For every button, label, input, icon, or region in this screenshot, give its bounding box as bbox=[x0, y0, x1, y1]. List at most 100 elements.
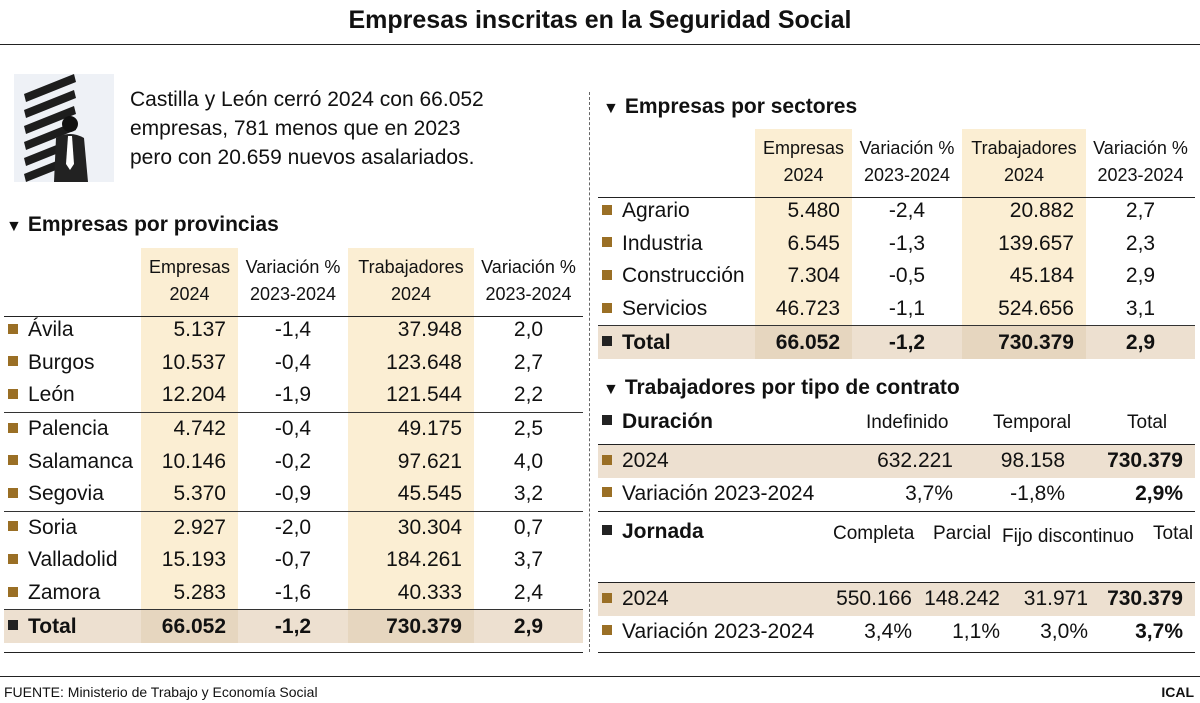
header-cell: Empresas 2024 bbox=[141, 248, 238, 314]
empresas-cell: 66.052 bbox=[755, 325, 852, 359]
row-label: Total bbox=[4, 609, 141, 643]
bullet-icon bbox=[8, 586, 18, 597]
trabajadores-cell: 45.545 bbox=[348, 477, 474, 512]
trabajadores-cell: 184.261 bbox=[348, 544, 474, 577]
triangle-down-icon: ▼ bbox=[603, 381, 619, 398]
trabajadores-cell: 37.948 bbox=[348, 314, 474, 347]
table-rule bbox=[598, 197, 1195, 198]
jornada-header: Jornada Completa Parcial Fijo discontinu… bbox=[598, 516, 1195, 578]
header-cell: Empresas 2024 bbox=[755, 129, 852, 195]
empresas-cell: 5.283 bbox=[141, 576, 238, 610]
header-cell: Variación % 2023-2024 bbox=[481, 257, 576, 304]
total-cell: 2,9% bbox=[1135, 481, 1183, 505]
empresas-cell: 66.052 bbox=[141, 609, 238, 643]
variacion-empresas-cell: -1,3 bbox=[888, 231, 926, 255]
total-cell: 730.379 bbox=[1077, 445, 1195, 478]
table-row: Segovia 5.370 -0,9 45.545 3,2 bbox=[4, 477, 583, 512]
bullet-icon bbox=[8, 553, 18, 564]
bullet-icon bbox=[602, 487, 612, 498]
table-row: Valladolid 15.193 -0,7 184.261 3,7 bbox=[4, 544, 583, 577]
variacion-trabajadores-cell: 4,0 bbox=[513, 449, 544, 473]
table-rule bbox=[598, 582, 1195, 583]
variacion-empresas-cell: -0,2 bbox=[274, 449, 312, 473]
bullet-icon bbox=[602, 625, 612, 636]
empresas-cell: 10.146 bbox=[141, 445, 238, 478]
variacion-empresas-cell: -0,7 bbox=[274, 548, 312, 572]
section-title-text: Empresas por provincias bbox=[27, 213, 279, 236]
row-label: Variación 2023-2024 bbox=[598, 478, 848, 511]
variacion-trabajadores-cell: 2,9 bbox=[1086, 325, 1195, 359]
header-cell: Variación % 2023-2024 bbox=[1093, 138, 1188, 185]
header-cell: Fijo discontinuo bbox=[1001, 526, 1135, 547]
total-row: Total 66.052 -1,2 730.379 2,9 bbox=[598, 325, 1195, 359]
provincias-table: Empresas 2024 Variación % 2023-2024 Trabaj… bbox=[4, 248, 583, 643]
bullet-icon bbox=[8, 521, 18, 532]
value-cell: 148.242 bbox=[924, 583, 1012, 616]
header-cell: Indefinido bbox=[866, 412, 949, 433]
variacion-empresas-cell: -1,2 bbox=[238, 609, 348, 643]
empresas-cell: 4.742 bbox=[141, 411, 238, 446]
row-label: Total bbox=[598, 325, 755, 359]
value-cell: 3,0% bbox=[1040, 619, 1088, 643]
header-cell: Temporal bbox=[993, 412, 1072, 433]
header-cell: Trabajadores 2024 bbox=[962, 129, 1086, 195]
row-label: León bbox=[4, 379, 141, 412]
variacion-empresas-cell: -1,6 bbox=[274, 581, 312, 605]
table-row: Variación 2023-2024 3,4% 1,1% 3,0% 3,7% bbox=[598, 616, 1195, 649]
variacion-empresas-cell: -1,9 bbox=[274, 383, 312, 407]
empresas-cell: 7.304 bbox=[755, 260, 852, 293]
variacion-trabajadores-cell: 2,7 bbox=[1125, 199, 1156, 223]
value-cell: 31.971 bbox=[1012, 583, 1100, 616]
header-cell: Variación % 2023-2024 bbox=[245, 257, 341, 304]
trabajadores-cell: 139.657 bbox=[962, 227, 1086, 261]
empresas-cell: 12.204 bbox=[141, 379, 238, 413]
variacion-trabajadores-cell: 0,7 bbox=[474, 510, 583, 545]
empresas-cell: 2.927 bbox=[141, 510, 238, 545]
empresas-cell: 5.137 bbox=[141, 314, 238, 347]
duracion-label: Duración bbox=[602, 410, 713, 434]
bullet-icon bbox=[602, 237, 612, 248]
row-label: Zamora bbox=[4, 577, 141, 610]
header-cell: Completa bbox=[833, 523, 915, 544]
trabajadores-cell: 20.882 bbox=[962, 195, 1086, 228]
duracion-header: Duración Indefinido Temporal Total bbox=[598, 407, 1195, 439]
duracion-table: 2024 632.221 98.158 730.379 Variación 2023-2… bbox=[598, 445, 1195, 510]
header-cell: Parcial bbox=[933, 523, 992, 544]
value-cell: 3,4% bbox=[864, 619, 912, 643]
trabajadores-cell: 730.379 bbox=[348, 609, 474, 643]
table-row: Zamora 5.283 -1,6 40.333 2,4 bbox=[4, 576, 583, 610]
table-rule bbox=[598, 652, 1195, 653]
total-row: Total 66.052 -1,2 730.379 2,9 bbox=[4, 609, 583, 643]
table-row: Construcción 7.304 -0,5 45.184 2,9 bbox=[598, 260, 1195, 293]
table-row: Agrario 5.480 -2,4 20.882 2,7 bbox=[598, 195, 1195, 228]
empresas-cell: 5.480 bbox=[755, 195, 852, 228]
empresas-cell: 46.723 bbox=[755, 292, 852, 326]
variacion-trabajadores-cell: 3,1 bbox=[1125, 297, 1156, 321]
bullet-icon bbox=[602, 592, 612, 603]
total-cell: 730.379 bbox=[1100, 583, 1195, 616]
variacion-empresas-cell: -0,4 bbox=[238, 411, 348, 446]
table-header: Empresas 2024 Variación % 2023-2024 Trabaj… bbox=[4, 248, 583, 314]
row-label: Segovia bbox=[4, 478, 141, 511]
variacion-trabajadores-cell: 3,7 bbox=[513, 548, 544, 572]
section-title-text: Trabajadores por tipo de contrato bbox=[624, 376, 960, 399]
trabajadores-cell: 49.175 bbox=[348, 411, 474, 446]
jornada-label: Jornada bbox=[602, 520, 704, 544]
section-title-provincias: ▼ Empresas por provincias bbox=[6, 213, 279, 237]
trabajadores-cell: 97.621 bbox=[348, 445, 474, 478]
page-title: Empresas inscritas en la Seguridad Socia… bbox=[348, 6, 852, 34]
variacion-empresas-cell: -1,2 bbox=[852, 325, 962, 359]
businessman-building-illustration bbox=[14, 74, 114, 182]
row-label: Burgos bbox=[4, 347, 141, 380]
table-row: León 12.204 -1,9 121.544 2,2 bbox=[4, 379, 583, 413]
variacion-trabajadores-cell: 2,3 bbox=[1125, 231, 1156, 255]
table-row: Burgos 10.537 -0,4 123.648 2,7 bbox=[4, 346, 583, 380]
trabajadores-cell: 730.379 bbox=[962, 325, 1086, 359]
bullet-icon bbox=[8, 487, 18, 498]
trabajadores-cell: 123.648 bbox=[348, 346, 474, 380]
variacion-empresas-cell: -0,4 bbox=[274, 350, 312, 374]
row-label: Ávila bbox=[4, 314, 141, 347]
section-title-contrato: ▼ Trabajadores por tipo de contrato bbox=[603, 376, 960, 400]
header-cell: Total bbox=[1127, 412, 1168, 433]
intro-text: Castilla y León cerró 2024 con 66.052 em… bbox=[130, 85, 484, 172]
